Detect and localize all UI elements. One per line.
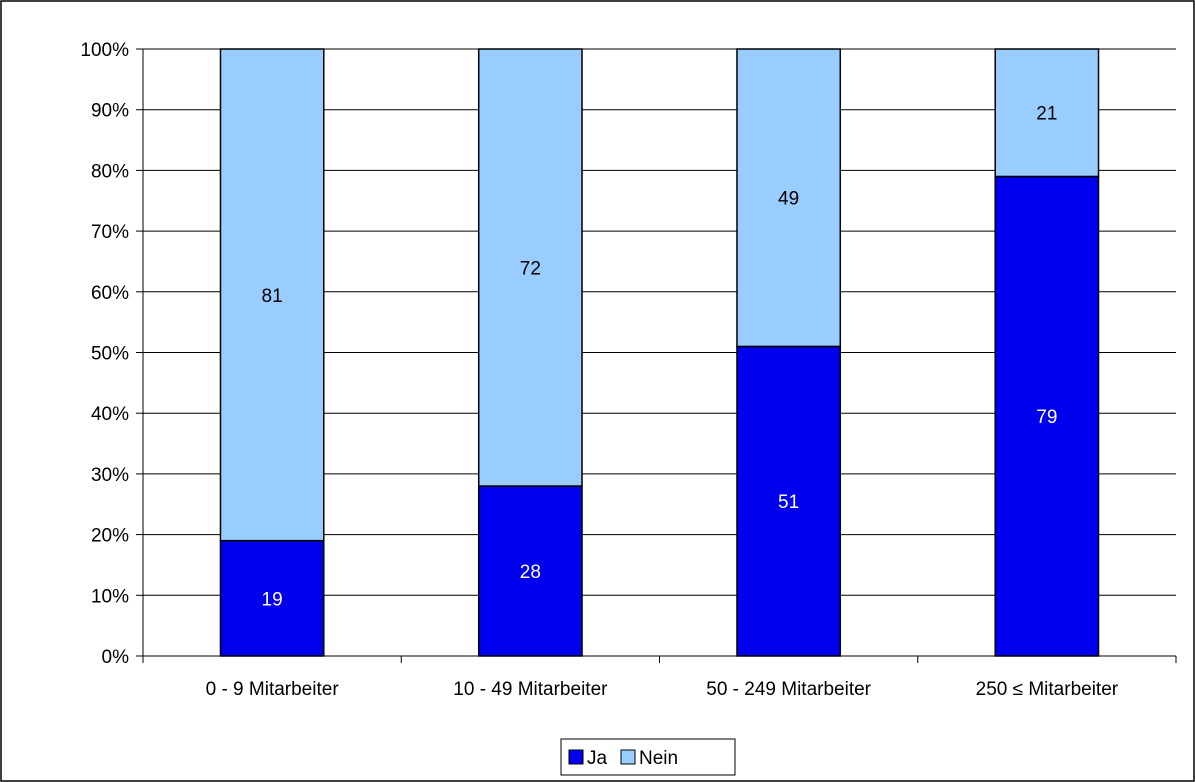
data-label-nein: 81 xyxy=(262,286,283,307)
bar-segment-ja xyxy=(219,539,325,657)
data-labels: 19 81 28 72 51 49 79 21 xyxy=(262,104,1058,611)
y-tick-label: 60% xyxy=(91,283,129,304)
y-tick-label: 40% xyxy=(91,404,129,425)
legend-label-ja: Ja xyxy=(587,748,608,769)
y-tick-label: 30% xyxy=(91,465,129,486)
bar-segment-ja xyxy=(736,345,842,657)
legend-swatch-nein xyxy=(620,749,636,765)
y-tick-label: 90% xyxy=(91,101,129,122)
bar-segment-nein xyxy=(994,48,1100,178)
bar-segment-ja xyxy=(994,175,1100,657)
data-label-nein: 72 xyxy=(520,259,541,280)
data-label-ja: 19 xyxy=(262,589,283,610)
x-category-label: 10 - 49 Mitarbeiter xyxy=(453,679,608,700)
bars xyxy=(219,48,1100,657)
x-category-label: 250 ≤ Mitarbeiter xyxy=(976,679,1119,700)
data-label-ja: 79 xyxy=(1036,407,1057,428)
y-tick-label: 80% xyxy=(91,161,129,182)
x-category-label: 50 - 249 Mitarbeiter xyxy=(706,679,871,700)
y-tick-label: 100% xyxy=(80,40,129,61)
bar-segment-nein xyxy=(219,48,325,542)
data-label-nein: 49 xyxy=(778,189,799,210)
legend-box xyxy=(560,738,736,776)
bar-segment-ja xyxy=(477,485,583,657)
data-label-ja: 51 xyxy=(778,492,799,513)
data-label-ja: 28 xyxy=(520,562,541,583)
legend-swatch-ja xyxy=(568,749,584,765)
bar-segment-nein xyxy=(736,48,842,348)
y-tick-label: 50% xyxy=(91,344,129,365)
y-tick-label: 0% xyxy=(102,647,130,668)
legend: Ja Nein xyxy=(560,738,736,776)
bar-segment-nein xyxy=(477,48,583,487)
x-category-label: 0 - 9 Mitarbeiter xyxy=(206,679,340,700)
legend-label-nein: Nein xyxy=(639,748,678,769)
y-tick-label: 20% xyxy=(91,526,129,547)
y-tick-label: 70% xyxy=(91,222,129,243)
data-label-nein: 21 xyxy=(1036,104,1057,125)
y-tick-label: 10% xyxy=(91,586,129,607)
